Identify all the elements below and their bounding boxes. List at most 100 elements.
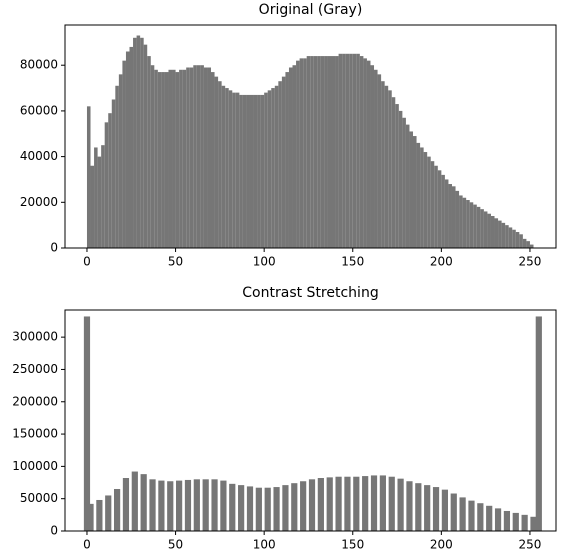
bar <box>356 53 360 248</box>
bar <box>168 69 173 249</box>
bar <box>413 136 417 248</box>
bar <box>388 90 392 248</box>
bar <box>299 58 304 248</box>
bar <box>530 516 537 531</box>
bar <box>291 483 298 531</box>
bar <box>448 184 452 248</box>
x-tick-label: 100 <box>253 538 276 552</box>
x-tick-label: 200 <box>430 538 453 552</box>
x-tick-label: 50 <box>168 538 183 552</box>
bar <box>313 56 318 249</box>
bar <box>150 65 155 249</box>
x-tick-label: 150 <box>341 255 364 269</box>
bar <box>303 58 307 248</box>
bar <box>455 190 460 248</box>
bar <box>176 480 183 531</box>
x-tick-label: 50 <box>168 255 183 269</box>
bar <box>320 56 325 249</box>
bar <box>441 489 449 531</box>
x-tick-label: 0 <box>83 255 91 269</box>
x-tick-label: 150 <box>341 538 364 552</box>
bar <box>476 206 481 248</box>
bar <box>207 67 212 248</box>
bar <box>402 117 406 248</box>
bar <box>164 72 169 248</box>
bar <box>264 92 268 248</box>
bar <box>450 493 457 531</box>
bar <box>140 37 144 249</box>
bar <box>349 53 353 248</box>
bar <box>131 471 138 531</box>
bar <box>451 186 456 248</box>
bar <box>113 488 121 531</box>
bar <box>184 479 192 531</box>
bar <box>432 487 440 531</box>
bar <box>519 234 523 248</box>
bar <box>468 500 475 531</box>
bar <box>405 124 410 248</box>
bar <box>242 94 247 248</box>
bar <box>193 479 200 531</box>
bar <box>388 476 395 531</box>
bar <box>535 316 542 531</box>
bar <box>345 53 350 248</box>
x-tick-label: 100 <box>253 255 276 269</box>
bar <box>104 122 109 248</box>
bar <box>267 90 272 248</box>
bar <box>94 147 98 248</box>
bar <box>288 67 293 248</box>
bar <box>310 56 314 249</box>
bar <box>179 69 183 249</box>
bar <box>424 485 431 531</box>
bar <box>498 220 502 248</box>
bar <box>253 94 258 248</box>
bar <box>136 35 141 248</box>
bar <box>370 65 375 249</box>
bar <box>409 131 414 248</box>
bar <box>125 51 130 249</box>
bar <box>161 72 165 248</box>
bar <box>296 60 300 248</box>
bar <box>420 147 424 248</box>
bar <box>158 480 165 531</box>
bar <box>218 81 222 248</box>
bar <box>273 487 280 531</box>
bar <box>101 145 105 248</box>
bar <box>255 487 262 531</box>
bar <box>359 56 364 249</box>
bar <box>366 60 371 248</box>
bar <box>232 92 236 248</box>
bar <box>225 88 229 248</box>
bar <box>338 53 343 248</box>
bar <box>434 165 438 248</box>
bar <box>521 514 528 531</box>
bar <box>397 478 404 531</box>
bar <box>260 94 265 248</box>
bar <box>362 476 369 531</box>
bar <box>317 56 321 249</box>
bar <box>97 156 102 248</box>
y-tick-label: 0 <box>50 241 58 255</box>
bar <box>441 174 445 248</box>
bar <box>473 204 477 248</box>
y-tick-label: 100000 <box>12 459 58 473</box>
bar <box>122 478 130 531</box>
bar <box>257 94 261 248</box>
bar <box>515 232 520 248</box>
bar <box>186 67 190 248</box>
bar <box>308 479 316 531</box>
bar <box>459 195 463 248</box>
bar <box>437 170 442 248</box>
bar <box>466 200 470 248</box>
bar <box>271 88 275 248</box>
bar <box>416 142 421 248</box>
x-tick-label: 250 <box>518 538 541 552</box>
bar <box>193 65 197 249</box>
bar <box>384 85 389 248</box>
bar <box>96 499 103 531</box>
chart-title: Original (Gray) <box>259 2 363 18</box>
bar <box>285 72 289 248</box>
bar <box>147 56 151 249</box>
bar <box>264 487 271 531</box>
